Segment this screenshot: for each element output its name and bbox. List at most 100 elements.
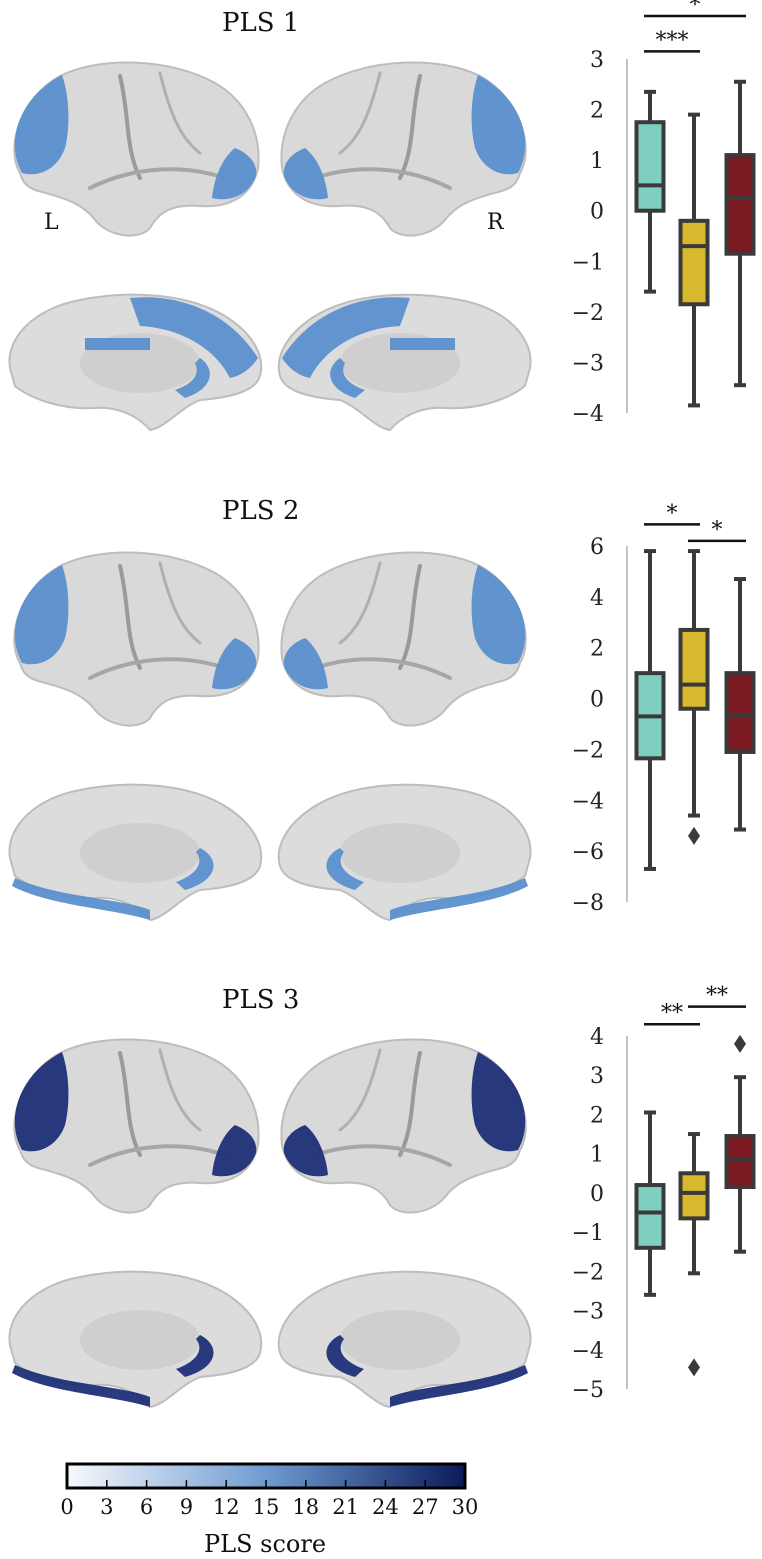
activation-region-ventral xyxy=(12,878,150,920)
y-tick-label: 1 xyxy=(590,149,604,174)
sulcus xyxy=(88,1144,227,1167)
significance-stars: * xyxy=(690,0,701,18)
activation-region-occipital xyxy=(212,1125,257,1177)
colorbar-tick-label: 0 xyxy=(60,1495,73,1519)
y-tick-label: −1 xyxy=(572,250,604,275)
box-iqr xyxy=(678,218,710,307)
activation-region-medial-lower xyxy=(330,358,365,398)
activation-region-frontal xyxy=(471,565,526,665)
colorbar-tick-label: 27 xyxy=(412,1495,439,1519)
activation-region-medial xyxy=(282,297,410,378)
activation-region-orbital xyxy=(176,848,214,890)
colorbar-tick-label: 6 xyxy=(140,1495,153,1519)
activation-region-orbital xyxy=(326,848,364,890)
activation-region-cingulate xyxy=(390,338,455,350)
left-hemisphere-label: L xyxy=(44,210,59,235)
y-tick-label: −2 xyxy=(572,738,604,763)
box-2 xyxy=(678,1132,710,1377)
brain-surface-maps xyxy=(8,61,532,1409)
corpus-callosum xyxy=(340,823,460,883)
y-tick-label: 2 xyxy=(590,99,604,124)
y-tick-label: −2 xyxy=(572,301,604,326)
outlier-point xyxy=(688,826,700,845)
y-tick-label: −5 xyxy=(572,1378,604,1403)
sulcus xyxy=(88,167,227,190)
significance-stars: ** xyxy=(706,984,728,1009)
sulcus xyxy=(118,1051,142,1157)
sulcus xyxy=(338,1048,382,1132)
sulcus xyxy=(118,74,142,180)
activation-region-frontal xyxy=(14,565,69,665)
y-tick-label: 3 xyxy=(590,48,604,73)
sulcus xyxy=(158,71,202,155)
box-3 xyxy=(724,1034,756,1254)
activation-region-ventral xyxy=(12,1365,150,1407)
significance-stars: ** xyxy=(661,1001,683,1026)
activation-region-orbital xyxy=(326,1335,364,1377)
box-iqr xyxy=(634,1183,666,1250)
medial-left-pls2 xyxy=(8,783,263,922)
y-tick-label: −4 xyxy=(572,1339,604,1364)
medial-right-pls1 xyxy=(277,293,532,432)
box-1 xyxy=(634,1110,666,1297)
colorbar-tick-label: 24 xyxy=(372,1495,399,1519)
box-3 xyxy=(724,79,756,388)
significance-stars: *** xyxy=(656,28,689,53)
cortex-surface xyxy=(13,1038,260,1214)
y-tick-label: −8 xyxy=(572,891,604,916)
y-tick-label: 4 xyxy=(590,1025,604,1050)
box-2 xyxy=(678,549,710,845)
y-tick-label: 0 xyxy=(590,200,604,225)
sulcus xyxy=(88,657,227,680)
activation-region-occipital xyxy=(283,148,328,200)
cortex-surface xyxy=(280,61,527,237)
sulcus xyxy=(118,564,142,670)
lateral-left-pls1 xyxy=(13,61,260,237)
y-tick-label: −2 xyxy=(572,1260,604,1285)
pls-score-boxplots: 3210−1−2−3−4****6420−2−4−6−8**43210−1−2−… xyxy=(572,0,756,1403)
y-tick-label: 2 xyxy=(590,1103,604,1128)
outlier-point xyxy=(688,1358,700,1377)
y-tick-label: −3 xyxy=(572,351,604,376)
box-iqr xyxy=(634,120,666,213)
medial-right-pls3 xyxy=(277,1270,532,1409)
boxplot-pls1: 3 2 1 0 −1 −2 −3 −4 **** xyxy=(572,0,756,427)
colorbar-tick-label: 21 xyxy=(332,1495,359,1519)
box-3 xyxy=(724,577,756,832)
sulcus xyxy=(158,1048,202,1132)
corpus-callosum xyxy=(80,823,200,883)
activation-region-ventral xyxy=(390,878,528,920)
sulcus xyxy=(158,561,202,645)
cortex-surface xyxy=(280,551,527,727)
box-iqr xyxy=(678,1171,710,1221)
sulcus xyxy=(398,564,422,670)
sulcus xyxy=(338,71,382,155)
colorbar-tick-label: 12 xyxy=(213,1495,240,1519)
lateral-right-pls3 xyxy=(280,1038,527,1214)
cortex-surface xyxy=(280,1038,527,1214)
y-tick-label: 0 xyxy=(590,688,604,713)
y-tick-label: −4 xyxy=(572,789,604,814)
panel-title-pls3: PLS 3 xyxy=(222,985,300,1015)
activation-region-medial xyxy=(130,297,258,378)
box-iqr xyxy=(724,153,756,256)
colorbar-tick-label: 3 xyxy=(100,1495,113,1519)
colorbar-tick-label: 15 xyxy=(253,1495,280,1519)
activation-region-occipital xyxy=(283,638,328,690)
activation-region-frontal xyxy=(471,1052,526,1152)
colorbar-tick-label: 30 xyxy=(452,1495,479,1519)
colorbar: 0 3 6 9 12 15 18 21 24 27 30 xyxy=(60,1462,479,1519)
activation-region-ventral xyxy=(390,1365,528,1407)
activation-region-cingulate xyxy=(85,338,150,350)
activation-region-occipital xyxy=(283,1125,328,1177)
right-hemisphere-label: R xyxy=(487,210,504,235)
lateral-right-pls1 xyxy=(280,61,527,237)
corpus-callosum xyxy=(80,1310,200,1370)
corpus-callosum xyxy=(340,1310,460,1370)
box-2 xyxy=(678,112,710,408)
medial-left-pls3 xyxy=(8,1270,263,1409)
sulcus xyxy=(398,74,422,180)
sulcus xyxy=(313,167,452,190)
cortex-surface xyxy=(13,61,260,237)
box-iqr xyxy=(678,627,710,711)
